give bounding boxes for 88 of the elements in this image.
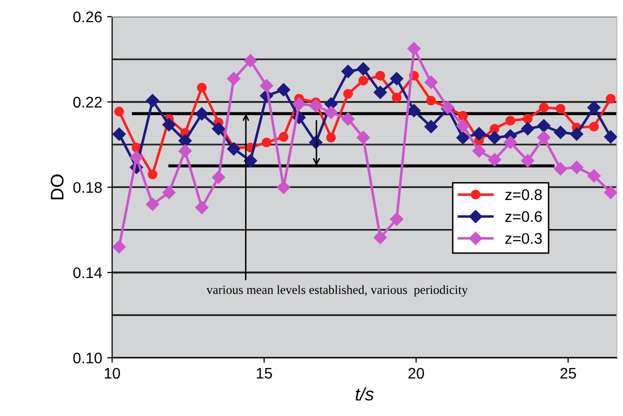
point [278,132,288,142]
legend-label: z=0.3 [505,233,542,244]
point [178,144,192,158]
point [390,212,404,226]
point [472,127,486,140]
point [341,64,355,78]
point [112,240,126,254]
point [195,200,208,214]
point [162,186,176,200]
point [356,62,370,76]
point [604,186,617,200]
x-tick-label: 15 [256,368,272,379]
point [277,83,290,96]
point [292,97,306,110]
point [343,88,353,99]
x-tick-label: 10 [104,368,120,379]
point [426,96,436,106]
y-tick-label: 0.18 [73,182,102,193]
point [356,130,370,144]
point [196,82,207,92]
point [148,170,158,180]
y-tick-label: 0.10 [73,352,102,364]
point [522,114,533,124]
point [556,104,566,114]
point [472,144,486,158]
point [112,128,126,141]
x-tick-label: 20 [408,368,424,379]
legend-label: z=0.8 [505,189,542,200]
point [521,154,534,168]
point [554,162,568,176]
point [456,119,470,132]
point [277,180,290,194]
point [570,160,584,174]
point [374,230,387,244]
point [490,124,500,134]
point [538,102,549,112]
point [244,154,258,168]
y-tick-label: 0.14 [73,267,102,278]
point [537,119,550,132]
point [212,170,226,184]
point [146,198,160,211]
point [488,131,502,144]
annotation: various mean levels established, various periodicity [206,285,468,297]
y-tick-label: 0.26 [73,12,102,22]
point [506,116,516,126]
point [375,70,386,81]
point [587,100,601,114]
point [504,136,517,150]
point [604,130,617,144]
legend-label: z=0.6 [505,211,542,222]
point [407,42,421,56]
point [424,76,438,89]
point [424,120,438,134]
point [309,99,322,112]
point [260,79,274,92]
y-tick-label: 0.22 [73,96,102,108]
x-tick-label: 25 [560,368,576,379]
point [488,153,502,166]
point [521,122,534,136]
point [390,72,404,86]
point [227,142,240,156]
point [606,94,616,104]
point [195,107,208,120]
point [407,104,421,118]
y-axis-title: DO [50,174,64,200]
point [114,106,124,116]
point [358,76,368,86]
point [326,132,336,142]
point [458,110,468,121]
point [341,112,355,126]
point [146,94,160,108]
point [374,86,387,99]
point [456,131,470,144]
point [392,92,402,102]
point [212,122,226,136]
point [162,118,176,132]
point [244,54,258,68]
point [554,126,568,139]
point [324,106,338,119]
point [130,150,144,164]
point [570,128,584,141]
point [262,138,272,148]
point [227,72,240,86]
point [537,130,550,144]
point [178,134,192,148]
point [589,122,599,132]
x-axis-title: t/s [356,387,374,401]
point [587,169,601,182]
